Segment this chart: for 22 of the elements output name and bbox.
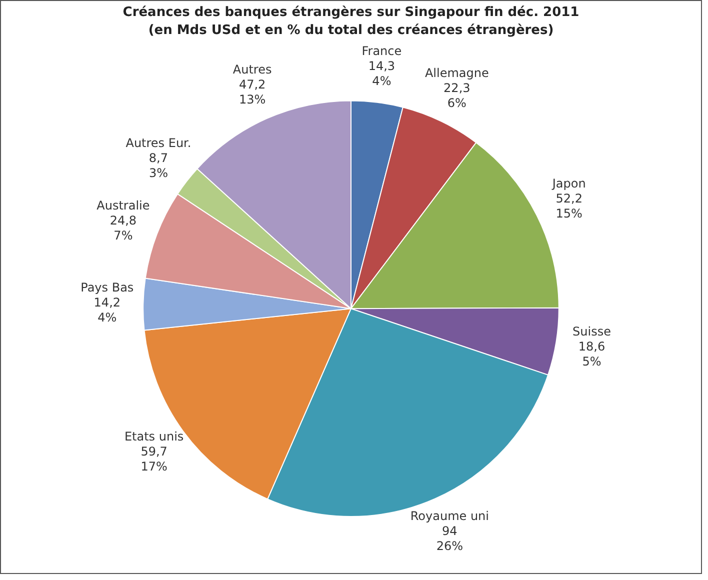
data-label: 8,7 3% — [148, 151, 168, 180]
data-label: 94 26% — [436, 524, 464, 553]
data-label: 14,3 4% — [368, 58, 396, 88]
slice-label: Suisse — [572, 324, 611, 339]
slice-label: France — [362, 44, 402, 58]
slice-label: Japon — [551, 176, 586, 191]
slice-label: Pays Bas — [80, 280, 134, 295]
slice-label: Autres — [232, 62, 272, 77]
slice-label: Royaume uni — [410, 508, 489, 523]
data-label: 52,2 15% — [556, 192, 582, 221]
chart-subtitle: (en Mds USd et en % du total des créances étrangères) — [148, 22, 554, 38]
data-label: 59,7 17% — [140, 444, 168, 474]
slice-label: Allemagne — [424, 66, 489, 80]
data-label: 14,2 4% — [94, 296, 121, 325]
data-label: 24,8 7% — [110, 214, 137, 243]
slice-label: Etats unis — [124, 430, 184, 444]
data-label: 22,3 6% — [444, 81, 470, 110]
data-label: 47,2 13% — [238, 78, 266, 107]
data-label: 18,6 5% — [578, 340, 606, 369]
slice-label: Autres Eur. — [126, 136, 192, 150]
slice-label: Australie — [96, 198, 150, 213]
chart-title: Créances des banques étrangères sur Singapour fin déc. 2011 — [122, 5, 580, 20]
